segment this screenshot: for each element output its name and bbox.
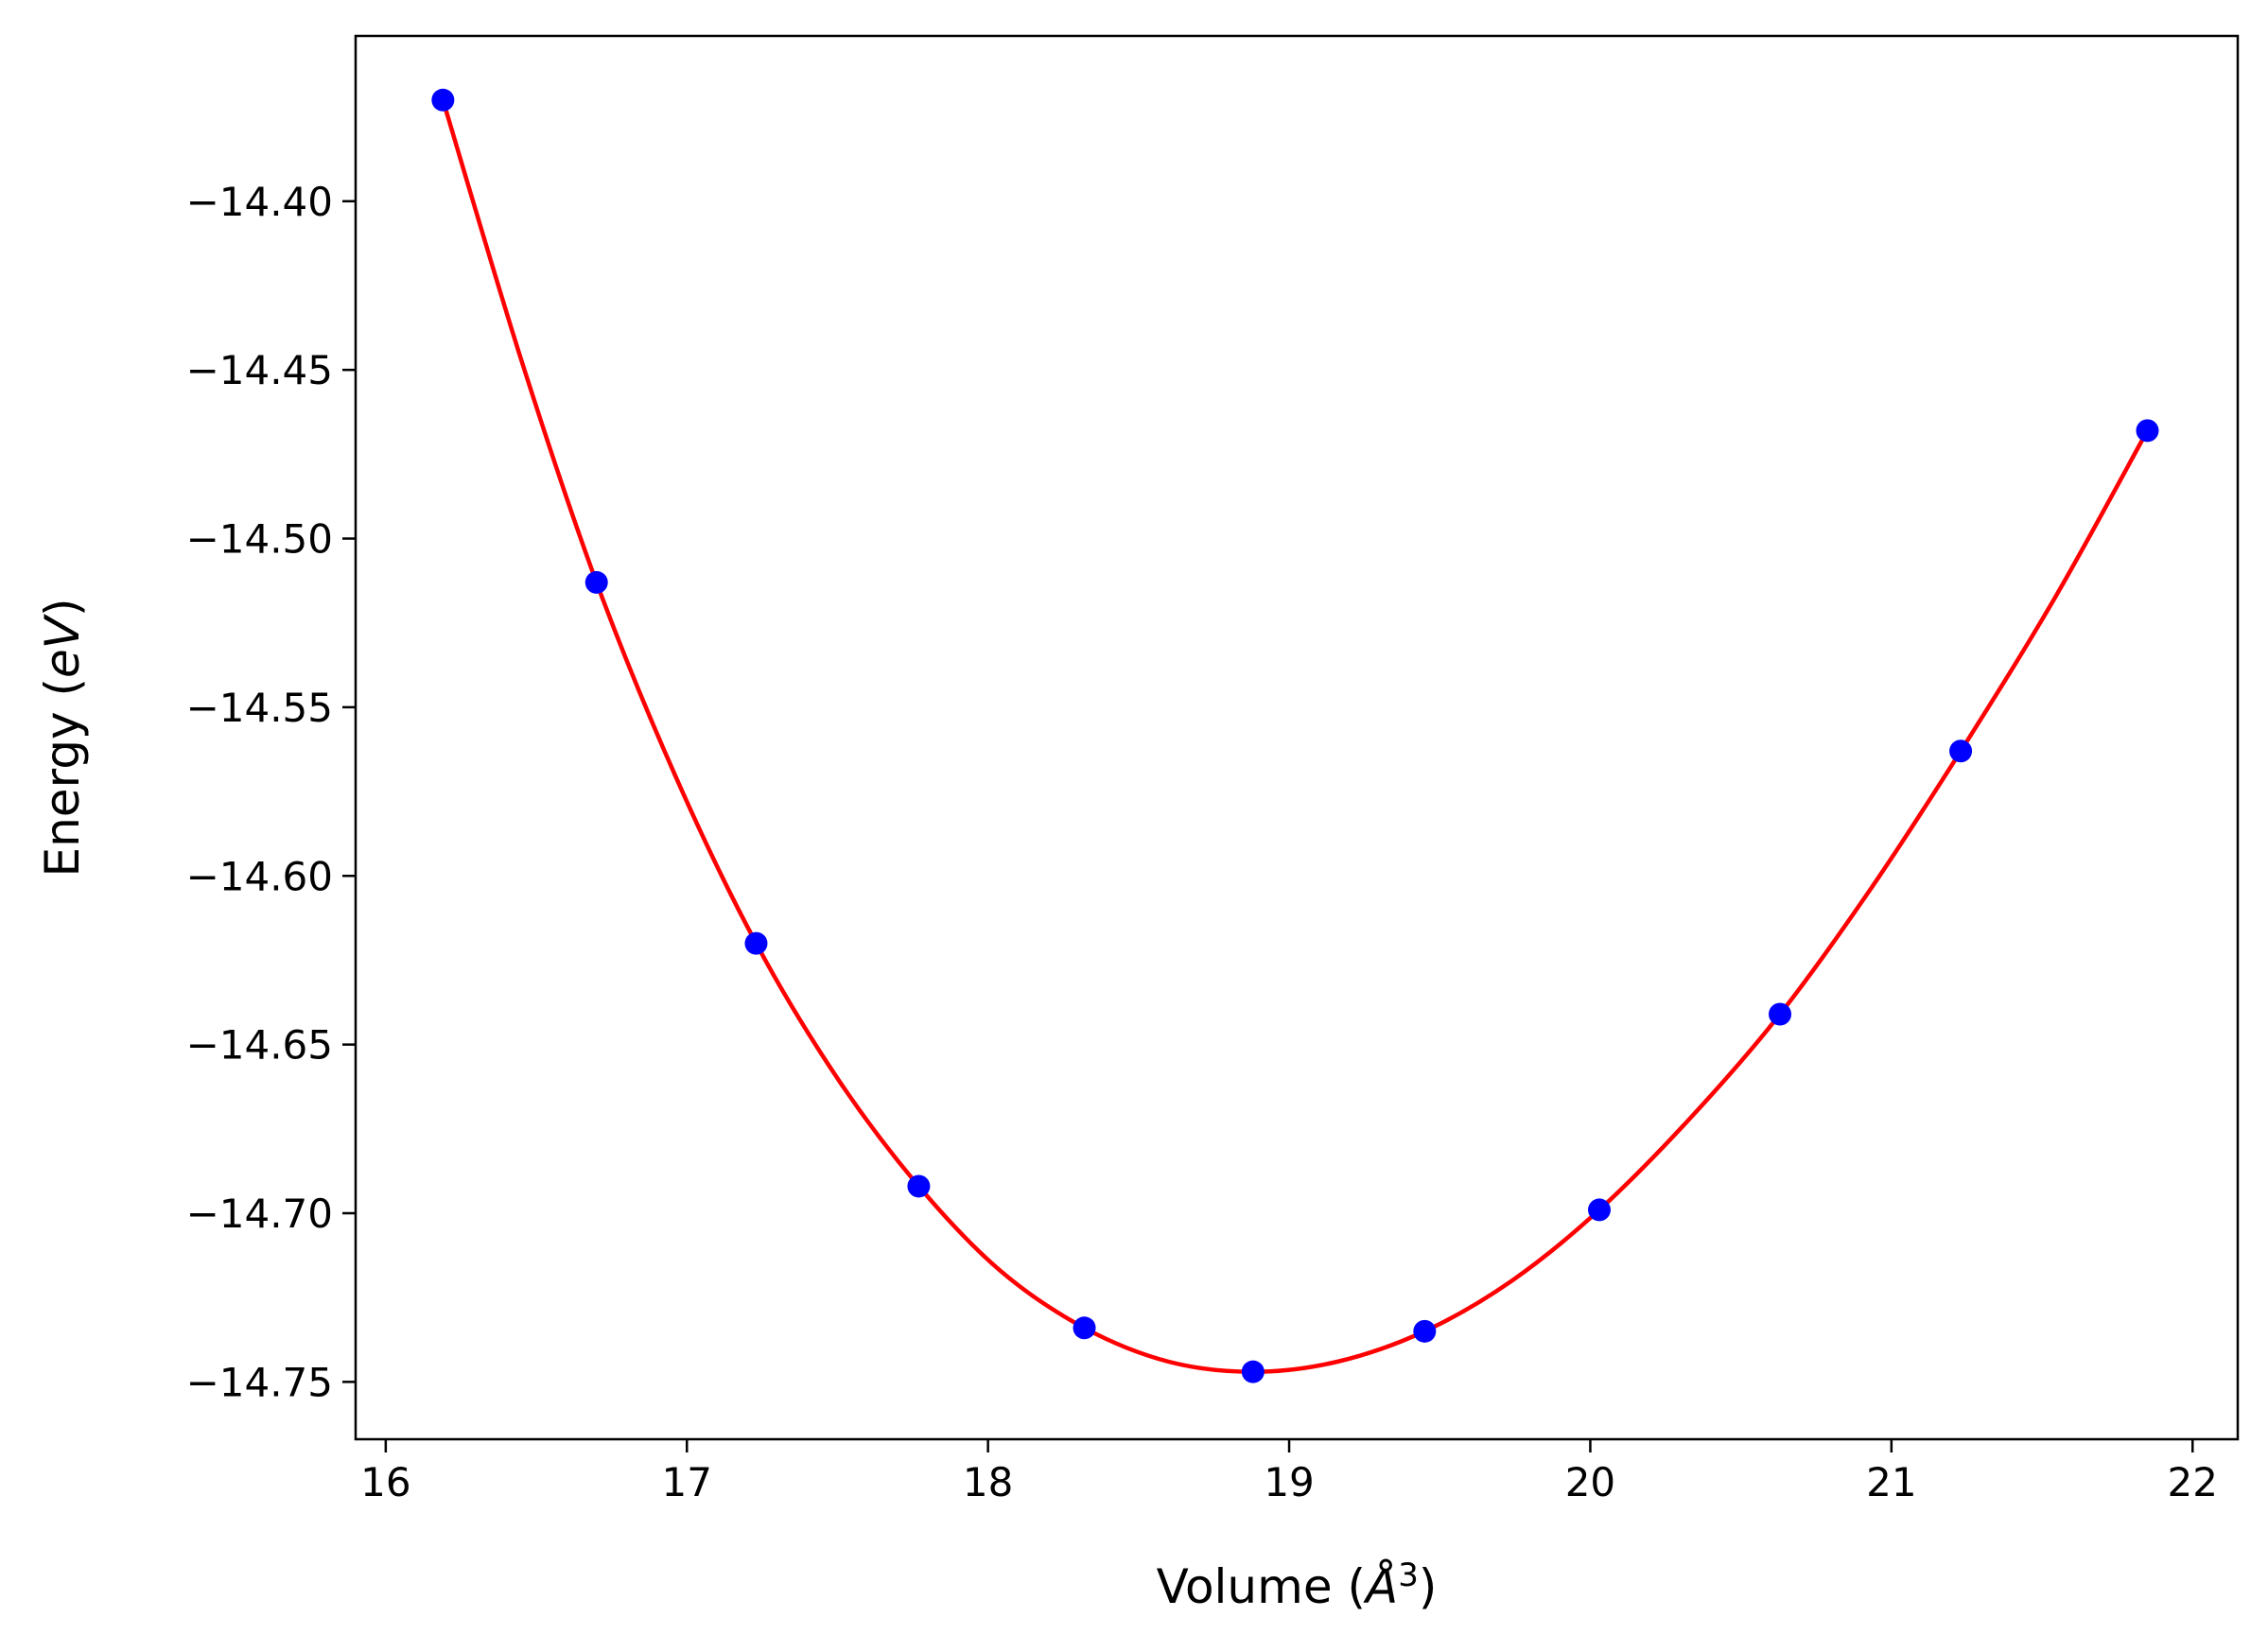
y-tick-label: −14.70	[186, 1191, 333, 1237]
data-point	[907, 1174, 931, 1198]
x-tick-label: 20	[1565, 1459, 1615, 1505]
data-point	[431, 88, 455, 112]
fit-curve-line	[441, 99, 2150, 1374]
axes-frame	[354, 34, 2240, 1441]
x-tick-label: 21	[1866, 1459, 1916, 1505]
y-tick-label: −14.40	[186, 179, 333, 225]
x-tick-label: 18	[963, 1459, 1013, 1505]
series-layer	[431, 88, 2159, 1383]
data-point	[1587, 1198, 1611, 1222]
y-axis-ticks: −14.40 −14.45 −14.50 −14.55 −14.60 −14.65 −14.…	[186, 179, 356, 1405]
data-point	[744, 931, 768, 955]
y-tick-label: −14.75	[186, 1359, 333, 1405]
y-tick-label: −14.55	[186, 685, 333, 731]
data-point	[584, 570, 608, 594]
x-tick-label: 19	[1264, 1459, 1314, 1505]
data-point	[1769, 1002, 1792, 1026]
data-point	[1241, 1360, 1265, 1383]
data-point	[1413, 1319, 1437, 1343]
x-tick-label: 17	[662, 1459, 712, 1505]
y-tick-label: −14.65	[186, 1022, 333, 1069]
y-tick-label: −14.45	[186, 347, 333, 393]
plot-area: 16 17 18 19 20 21 22 −14.40−14.45−14.50−14.55−…	[186, 34, 2240, 1505]
x-tick-label: 16	[360, 1459, 410, 1505]
y-tick-label: −14.60	[186, 853, 333, 899]
y-tick-label: −14.50	[186, 516, 333, 563]
data-point	[2136, 419, 2159, 443]
x-axis-label: Volume (Å3)	[1157, 1556, 1438, 1614]
data-point	[1073, 1316, 1096, 1340]
y-axis-label: Energy (eV)	[35, 599, 90, 878]
data-point	[1949, 739, 1973, 763]
x-tick-label: 22	[2168, 1459, 2218, 1505]
x-axis-ticks: 16 17 18 19 20 21 22	[360, 1439, 2218, 1505]
